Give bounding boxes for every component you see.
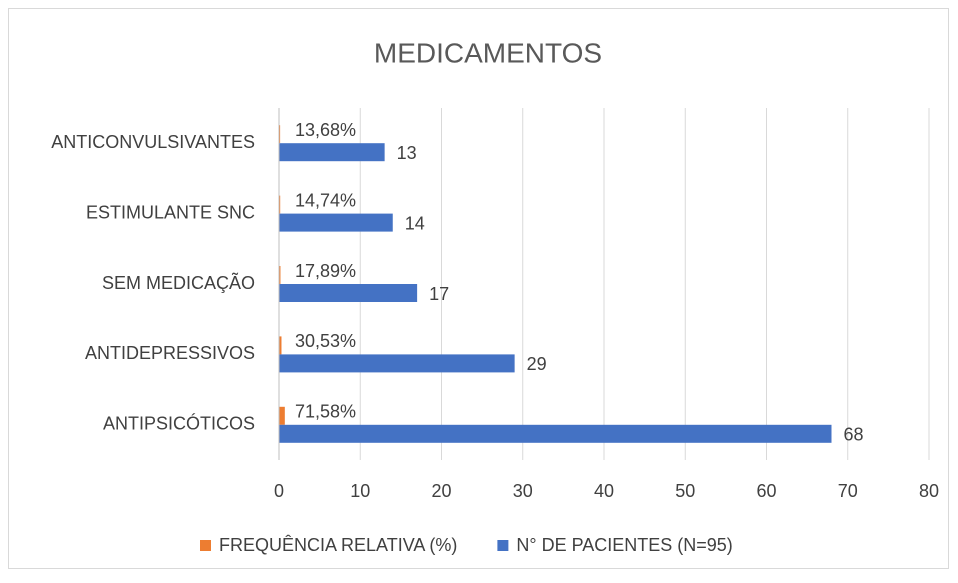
bar bbox=[279, 266, 281, 284]
data-label: 71,58% bbox=[295, 402, 356, 422]
data-label: 30,53% bbox=[295, 331, 356, 351]
x-tick-label: 40 bbox=[594, 481, 614, 501]
data-label: 13 bbox=[397, 143, 417, 163]
bar bbox=[279, 213, 393, 232]
chart-frame bbox=[8, 8, 949, 569]
x-tick-label: 10 bbox=[350, 481, 370, 501]
bar bbox=[279, 406, 285, 425]
data-label: 17 bbox=[429, 284, 449, 304]
x-tick-label: 30 bbox=[513, 481, 533, 501]
bar bbox=[279, 336, 282, 355]
bar bbox=[279, 143, 385, 162]
data-label: 13,68% bbox=[295, 120, 356, 140]
bar bbox=[279, 424, 832, 443]
legend-label: FREQUÊNCIA RELATIVA (%) bbox=[219, 535, 457, 555]
y-tick-label: ANTIDEPRESSIVOS bbox=[85, 343, 255, 363]
bar bbox=[279, 125, 281, 144]
bar bbox=[279, 354, 515, 373]
data-label: 29 bbox=[527, 354, 547, 374]
y-tick-label: ANTIPSICÓTICOS bbox=[103, 413, 255, 434]
x-tick-label: 20 bbox=[431, 481, 451, 501]
x-tick-label: 50 bbox=[675, 481, 695, 501]
chart-title: MEDICAMENTOS bbox=[374, 37, 602, 68]
y-tick-label: ESTIMULANTE SNC bbox=[86, 202, 255, 222]
legend-swatch bbox=[200, 540, 211, 551]
x-tick-label: 70 bbox=[838, 481, 858, 501]
x-tick-label: 80 bbox=[919, 481, 939, 501]
data-label: 68 bbox=[844, 425, 864, 445]
y-tick-label: ANTICONVULSIVANTES bbox=[51, 132, 255, 152]
bar bbox=[279, 195, 281, 214]
bar bbox=[279, 284, 418, 302]
x-tick-label: 60 bbox=[756, 481, 776, 501]
legend-label: N° DE PACIENTES (N=95) bbox=[516, 535, 732, 555]
x-tick-label: 0 bbox=[274, 481, 284, 501]
y-tick-label: SEM MEDICAÇÃO bbox=[102, 272, 255, 293]
data-label: 17,89% bbox=[295, 261, 356, 281]
legend-swatch bbox=[497, 540, 509, 551]
data-label: 14 bbox=[405, 213, 425, 233]
data-label: 14,74% bbox=[295, 190, 356, 210]
